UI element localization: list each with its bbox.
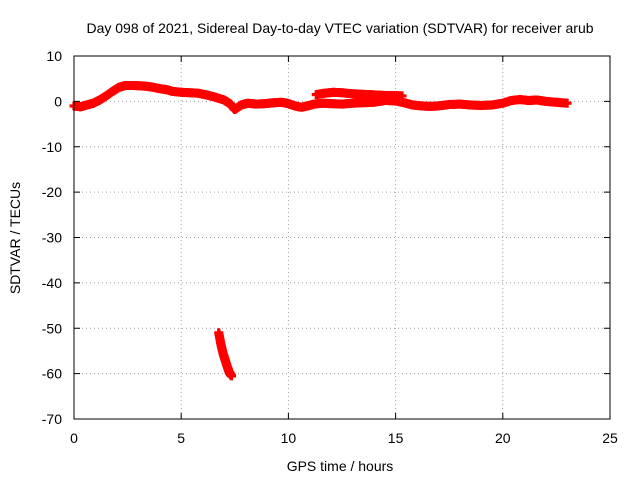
data-point [227,371,237,381]
x-tick-label: 25 [602,430,618,446]
series-main-track [69,80,572,115]
data-layer [69,80,572,381]
y-tick-label: 0 [54,93,62,109]
y-axis-label: SDTVAR / TECUs [7,182,23,294]
series-upper-track [311,87,407,101]
y-tick-label: -60 [42,366,62,382]
data-point [397,91,407,101]
x-tick-label: 5 [177,430,185,446]
grid [74,56,610,419]
x-tick-label: 10 [281,430,297,446]
y-tick-label: -30 [42,230,62,246]
chart-title: Day 098 of 2021, Sidereal Day-to-day VTE… [86,20,593,36]
data-point [562,98,572,108]
y-tick-label: 10 [46,48,62,64]
y-tick-label: -70 [42,411,62,427]
ticks: 0 5 10 15 20 25 10 0 -10 -20 -30 -40 -50 -60 -70 [42,48,618,446]
x-tick-label: 0 [70,430,78,446]
x-axis-label: GPS time / hours [287,458,394,474]
x-tick-label: 20 [495,430,511,446]
y-tick-label: -20 [42,184,62,200]
series-outlier-track [214,328,237,381]
x-tick-label: 15 [388,430,404,446]
y-tick-label: -40 [42,275,62,291]
y-tick-label: -50 [42,320,62,336]
y-tick-label: -10 [42,139,62,155]
